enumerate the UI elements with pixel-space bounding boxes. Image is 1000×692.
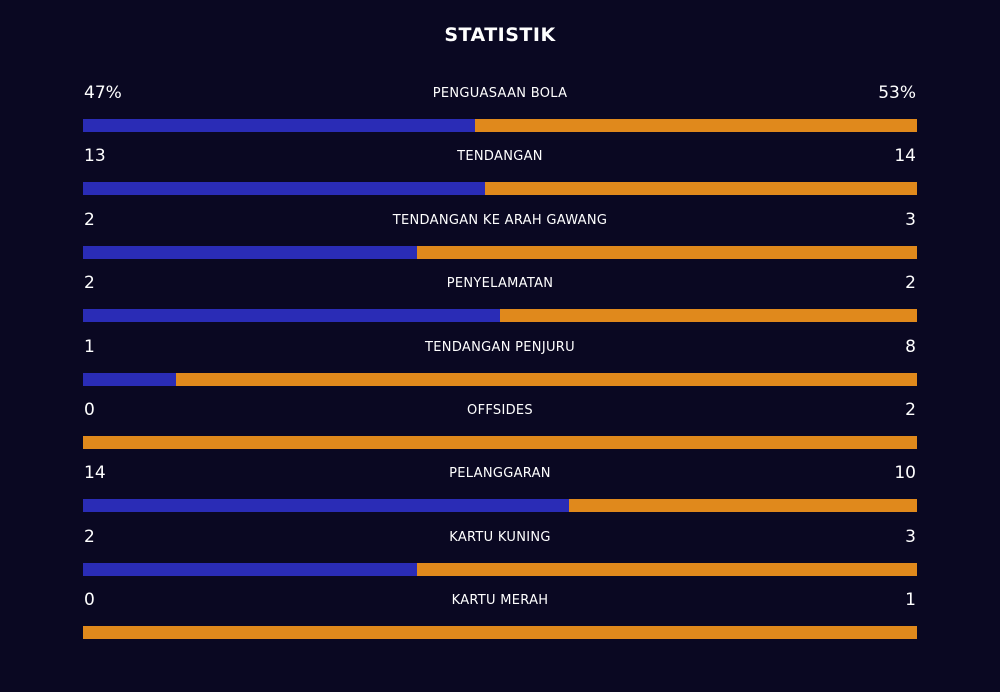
comparison-bar bbox=[83, 626, 917, 640]
stat-header: 13 TENDANGAN 14 bbox=[83, 143, 917, 169]
stat-header: 0 OFFSIDES 2 bbox=[83, 397, 917, 423]
comparison-bar bbox=[83, 119, 917, 132]
stat-label: PELANGGARAN bbox=[449, 466, 551, 482]
comparison-bar bbox=[83, 182, 917, 196]
home-value: 0 bbox=[84, 590, 95, 611]
away-value: 53% bbox=[878, 83, 916, 103]
home-value: 2 bbox=[84, 273, 95, 294]
away-bar-segment bbox=[416, 562, 917, 576]
home-bar-segment bbox=[83, 372, 176, 386]
stat-label: OFFSIDES bbox=[467, 402, 533, 418]
away-bar-segment bbox=[500, 309, 917, 323]
stat-label: KARTU KUNING bbox=[449, 529, 551, 545]
stat-label: TENDANGAN PENJURU bbox=[425, 339, 575, 355]
away-value: 1 bbox=[905, 590, 916, 611]
away-value: 2 bbox=[905, 399, 916, 420]
stat-row-shots-on-target: 2 TENDANGAN KE ARAH GAWANG 3 bbox=[83, 207, 917, 270]
comparison-bar bbox=[83, 562, 917, 576]
home-value: 13 bbox=[84, 146, 106, 167]
stat-label: PENGUASAAN BOLA bbox=[432, 86, 568, 101]
away-bar-segment bbox=[569, 499, 917, 513]
away-bar-segment bbox=[484, 182, 917, 196]
away-value: 14 bbox=[894, 146, 916, 167]
stat-header: 2 KARTU KUNING 3 bbox=[83, 524, 917, 550]
stat-label: TENDANGAN bbox=[457, 149, 543, 165]
away-bar-segment bbox=[83, 435, 917, 449]
away-bar-segment bbox=[175, 372, 917, 386]
stat-row-shots: 13 TENDANGAN 14 bbox=[83, 143, 917, 206]
comparison-bar bbox=[83, 245, 917, 259]
stat-row-saves: 2 PENYELAMATAN 2 bbox=[83, 270, 917, 333]
stat-row-possession: 47% PENGUASAAN BOLA 53% bbox=[83, 80, 917, 143]
stat-header: 1 TENDANGAN PENJURU 8 bbox=[83, 334, 917, 360]
stat-header: 2 TENDANGAN KE ARAH GAWANG 3 bbox=[83, 207, 917, 233]
stat-row-fouls: 14 PELANGGARAN 10 bbox=[83, 460, 917, 523]
stat-label: KARTU MERAH bbox=[451, 593, 549, 609]
stat-row-offsides: 0 OFFSIDES 2 bbox=[83, 397, 917, 460]
home-value: 2 bbox=[84, 209, 95, 230]
stat-label: TENDANGAN KE ARAH GAWANG bbox=[392, 212, 608, 228]
away-value: 8 bbox=[905, 336, 916, 357]
home-value: 2 bbox=[84, 526, 95, 547]
home-value: 14 bbox=[84, 463, 106, 484]
away-bar-segment bbox=[416, 245, 917, 259]
away-value: 3 bbox=[905, 526, 916, 547]
stat-row-corners: 1 TENDANGAN PENJURU 8 bbox=[83, 334, 917, 397]
stats-list: 47% PENGUASAAN BOLA 53% 13 TENDANGAN 14 … bbox=[83, 80, 917, 651]
stat-header: 14 PELANGGARAN 10 bbox=[83, 460, 917, 486]
home-bar-segment bbox=[83, 119, 475, 132]
home-bar-segment bbox=[83, 182, 485, 196]
away-value: 3 bbox=[905, 209, 916, 230]
home-bar-segment bbox=[83, 562, 417, 576]
comparison-bar bbox=[83, 309, 917, 323]
stat-row-yellow-cards: 2 KARTU KUNING 3 bbox=[83, 524, 917, 587]
home-bar-segment bbox=[83, 499, 570, 513]
away-bar-segment bbox=[83, 626, 917, 640]
away-value: 2 bbox=[905, 273, 916, 294]
home-value: 0 bbox=[84, 399, 95, 420]
stat-label: PENYELAMATAN bbox=[446, 276, 554, 292]
away-bar-segment bbox=[474, 119, 917, 132]
home-value: 47% bbox=[84, 83, 122, 103]
stat-header: 47% PENGUASAAN BOLA 53% bbox=[83, 80, 917, 106]
stats-title: STATISTIK bbox=[444, 24, 556, 46]
home-bar-segment bbox=[83, 245, 417, 259]
comparison-bar bbox=[83, 372, 917, 386]
stat-row-red-cards: 0 KARTU MERAH 1 bbox=[83, 587, 917, 650]
comparison-bar bbox=[83, 499, 917, 513]
home-bar-segment bbox=[83, 309, 500, 323]
stat-header: 2 PENYELAMATAN 2 bbox=[83, 270, 917, 296]
stat-header: 0 KARTU MERAH 1 bbox=[83, 587, 917, 613]
away-value: 10 bbox=[894, 463, 916, 484]
comparison-bar bbox=[83, 435, 917, 449]
home-value: 1 bbox=[84, 336, 95, 357]
